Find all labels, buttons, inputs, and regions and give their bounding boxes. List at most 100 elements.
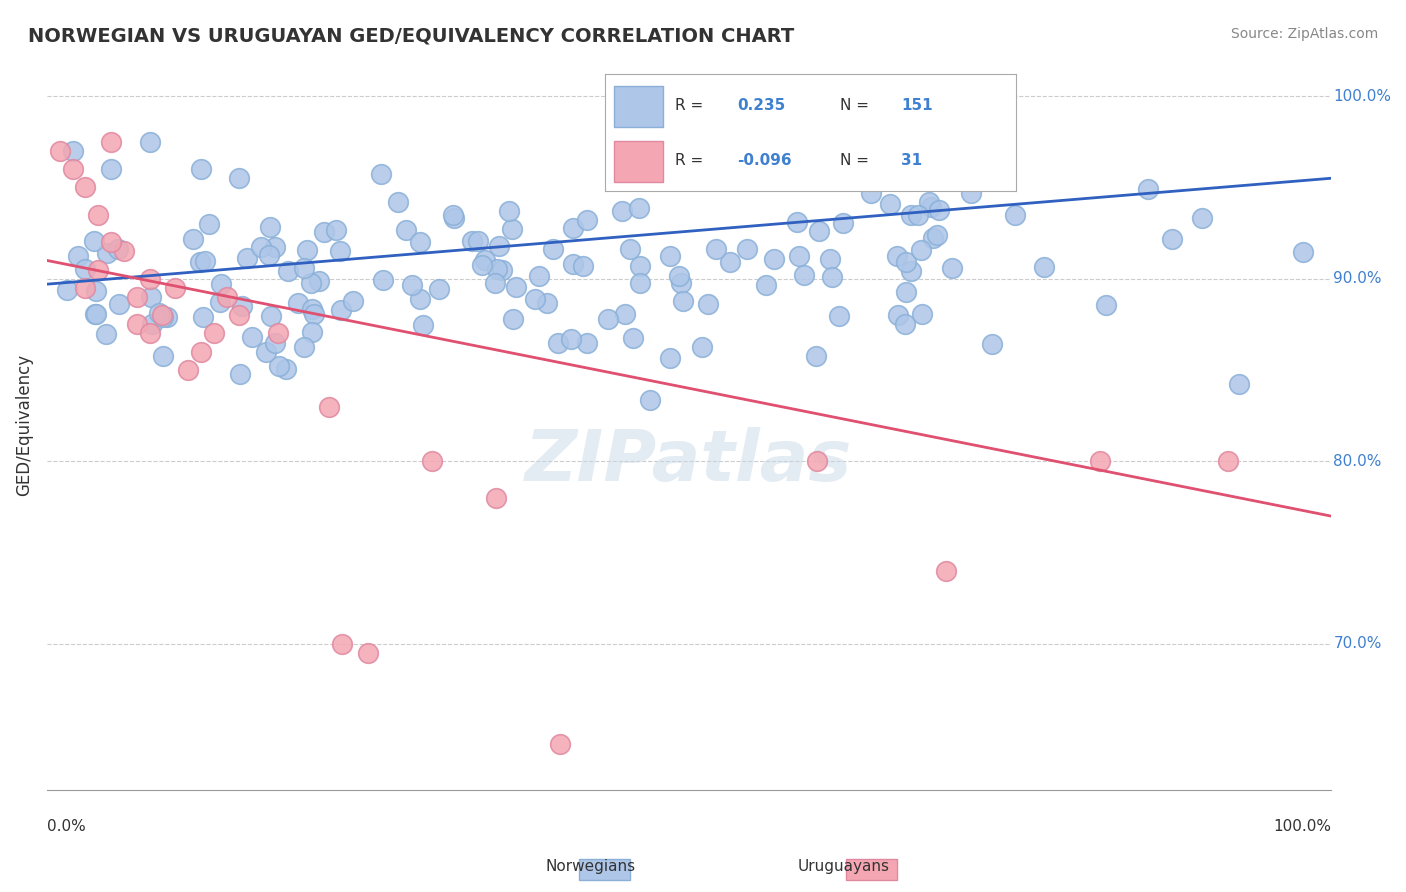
Point	[755, 278, 778, 293]
Point	[48, 144, 70, 158]
Point	[485, 261, 508, 276]
Point	[498, 204, 520, 219]
Point	[401, 278, 423, 293]
Point	[75, 180, 97, 194]
Point	[215, 290, 238, 304]
Point	[236, 252, 259, 266]
Point	[562, 220, 585, 235]
Text: 100.0%: 100.0%	[1333, 88, 1392, 103]
Point	[73, 262, 96, 277]
Point	[277, 264, 299, 278]
Point	[177, 363, 200, 377]
Point	[138, 326, 160, 341]
Point	[371, 273, 394, 287]
Point	[523, 292, 546, 306]
Point	[254, 344, 277, 359]
Point	[1137, 181, 1160, 195]
Point	[668, 269, 690, 284]
Point	[488, 239, 510, 253]
Point	[672, 293, 695, 308]
Point	[84, 284, 107, 298]
Point	[896, 285, 918, 299]
Point	[1095, 298, 1118, 312]
Point	[1216, 454, 1239, 468]
Point	[491, 263, 513, 277]
Point	[250, 240, 273, 254]
Point	[859, 186, 882, 200]
Point	[292, 261, 315, 276]
Point	[922, 231, 945, 245]
Point	[318, 400, 340, 414]
Point	[387, 194, 409, 209]
Point	[690, 340, 713, 354]
Text: 100.0%: 100.0%	[1272, 819, 1331, 834]
Point	[1227, 377, 1250, 392]
Text: NORWEGIAN VS URUGUAYAN GED/EQUIVALENCY CORRELATION CHART: NORWEGIAN VS URUGUAYAN GED/EQUIVALENCY C…	[28, 27, 794, 45]
Point	[614, 307, 637, 321]
Point	[619, 242, 641, 256]
Point	[796, 160, 818, 174]
Point	[100, 162, 122, 177]
Point	[505, 280, 527, 294]
Point	[198, 218, 221, 232]
Point	[240, 330, 263, 344]
Point	[138, 271, 160, 285]
Point	[541, 242, 564, 256]
Point	[370, 167, 392, 181]
Point	[808, 224, 831, 238]
Point	[228, 308, 250, 322]
Point	[329, 244, 352, 259]
Point	[920, 200, 942, 214]
Point	[900, 264, 922, 278]
Point	[704, 242, 727, 256]
Point	[1032, 260, 1054, 274]
Point	[935, 564, 957, 578]
Point	[669, 276, 692, 290]
Point	[1161, 232, 1184, 246]
Point	[152, 310, 174, 324]
Point	[735, 242, 758, 256]
Point	[87, 208, 110, 222]
Point	[718, 255, 741, 269]
Point	[550, 737, 572, 751]
Point	[87, 262, 110, 277]
Point	[697, 297, 720, 311]
Point	[75, 281, 97, 295]
Point	[308, 274, 330, 288]
Point	[960, 186, 983, 200]
Point	[536, 295, 558, 310]
Point	[84, 306, 107, 320]
Point	[789, 249, 811, 263]
Point	[928, 202, 950, 217]
Point	[83, 235, 105, 249]
Text: 70.0%: 70.0%	[1333, 636, 1382, 651]
Point	[911, 307, 934, 321]
Point	[467, 234, 489, 248]
Point	[194, 253, 217, 268]
Bar	[846, 859, 897, 880]
Point	[560, 333, 582, 347]
Point	[264, 240, 287, 254]
Point	[191, 310, 214, 324]
Point	[412, 318, 434, 333]
Text: Source: ZipAtlas.com: Source: ZipAtlas.com	[1230, 27, 1378, 41]
Point	[330, 303, 353, 318]
Point	[152, 308, 174, 322]
Point	[125, 318, 148, 332]
Point	[274, 362, 297, 376]
Point	[562, 257, 585, 271]
Point	[125, 290, 148, 304]
Point	[409, 292, 432, 306]
Point	[793, 268, 815, 282]
Point	[887, 308, 910, 322]
Y-axis label: GED/Equivalency: GED/Equivalency	[15, 354, 32, 496]
Point	[806, 454, 828, 468]
Point	[84, 307, 107, 321]
Point	[461, 234, 484, 248]
Point	[598, 311, 620, 326]
Text: 90.0%: 90.0%	[1333, 271, 1382, 286]
Point	[575, 213, 598, 227]
Point	[231, 299, 253, 313]
Point	[190, 162, 212, 177]
Point	[1292, 245, 1315, 260]
